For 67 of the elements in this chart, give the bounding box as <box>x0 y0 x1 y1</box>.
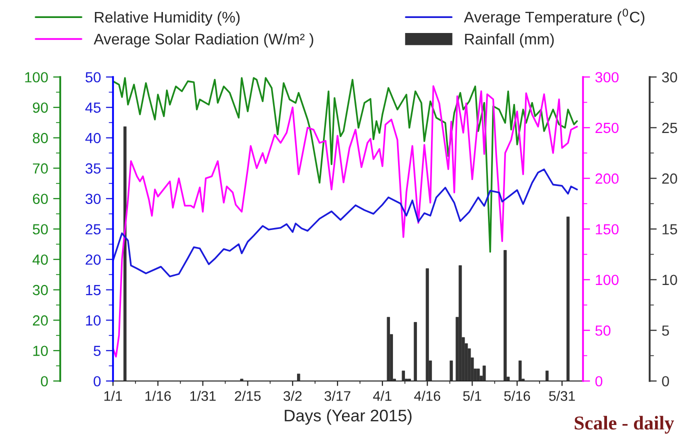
legend-label: Rainfall (mm) <box>465 33 554 48</box>
text: Scale - daily <box>574 416 674 434</box>
y2-tick-label: 100 <box>596 274 619 286</box>
bar <box>426 268 429 381</box>
bar <box>504 250 507 381</box>
y3-tick-label: 45 <box>85 102 101 113</box>
y3-tick-label: 30 <box>86 194 101 204</box>
y2-tick-label: 300 <box>595 72 619 82</box>
y-tick-label: 0 <box>40 376 48 386</box>
y3-tick-label: 50 <box>86 72 101 82</box>
y-tick-label: 90 <box>32 102 48 113</box>
y2-tick-label: 150 <box>596 224 619 234</box>
y-tick-label: 25 <box>662 122 678 134</box>
line-series <box>113 77 578 253</box>
y-tick-label: 20 <box>32 315 48 326</box>
y-tick-label: 30 <box>32 284 48 296</box>
y-tick-label: 10 <box>33 346 48 356</box>
bar <box>476 368 480 381</box>
x-tick-label: 5/1 <box>463 390 482 401</box>
y-tick-label: 5 <box>662 326 669 336</box>
legend-label: Average Temperature ($^{0}$C) <box>464 8 644 26</box>
x-tick-label: 1/1 <box>104 390 122 401</box>
x-tick-label: 2/15 <box>234 390 261 401</box>
legend-label: Average Solar Radiation (W/m² ) <box>94 33 314 48</box>
bar <box>386 316 390 381</box>
y-tick-label: 60 <box>32 194 48 204</box>
y3-tick-label: 35 <box>86 163 101 174</box>
x-axis-title: Days (Year 2015) <box>284 409 412 425</box>
x-tick-label: 1/31 <box>190 390 216 401</box>
y2-tick-label: 50 <box>595 325 610 336</box>
y2-tick-label: 250 <box>596 122 619 134</box>
bar <box>546 370 549 381</box>
y-tick-label: 30 <box>662 72 678 82</box>
bar <box>297 374 300 381</box>
y3-tick-label: 40 <box>85 132 101 144</box>
y-tick-label: 50 <box>32 224 48 234</box>
y-tick-label: 0 <box>662 376 670 386</box>
bar <box>518 360 522 381</box>
x-tick-label: 5/16 <box>504 390 530 401</box>
y3-tick-label: 5 <box>94 346 101 356</box>
bar <box>450 360 453 381</box>
bar <box>414 322 417 381</box>
y-tick-label: 70 <box>32 163 48 174</box>
y-tick-label: 20 <box>662 173 678 184</box>
y3-tick-label: 0 <box>94 376 101 386</box>
x-tick-label: 5/31 <box>549 390 575 401</box>
bar <box>566 216 570 381</box>
legend-label: Relative Humidity (%) <box>94 11 240 26</box>
y3-tick-label: 15 <box>86 285 101 296</box>
bar <box>402 370 405 381</box>
y-tick-label: 10 <box>662 274 678 286</box>
y-tick-label: 15 <box>662 224 678 234</box>
y2-tick-label: 0 <box>595 376 602 386</box>
x-tick-label: 4/1 <box>373 390 392 401</box>
y3-tick-label: 10 <box>86 315 101 326</box>
bar <box>482 366 486 381</box>
bar <box>458 265 462 381</box>
x-tick-label: 3/17 <box>324 390 350 401</box>
y2-tick-label: 200 <box>596 173 619 184</box>
x-tick-label: 3/2 <box>283 390 302 401</box>
x-tick-label: 1/16 <box>145 390 171 401</box>
y3-tick-label: 25 <box>86 224 101 234</box>
y-tick-label: 80 <box>32 132 48 144</box>
y-tick-label: 40 <box>32 254 48 265</box>
x-tick-label: 4/16 <box>414 390 440 401</box>
y-tick-label: 100 <box>25 72 48 82</box>
y3-tick-label: 20 <box>86 254 101 265</box>
